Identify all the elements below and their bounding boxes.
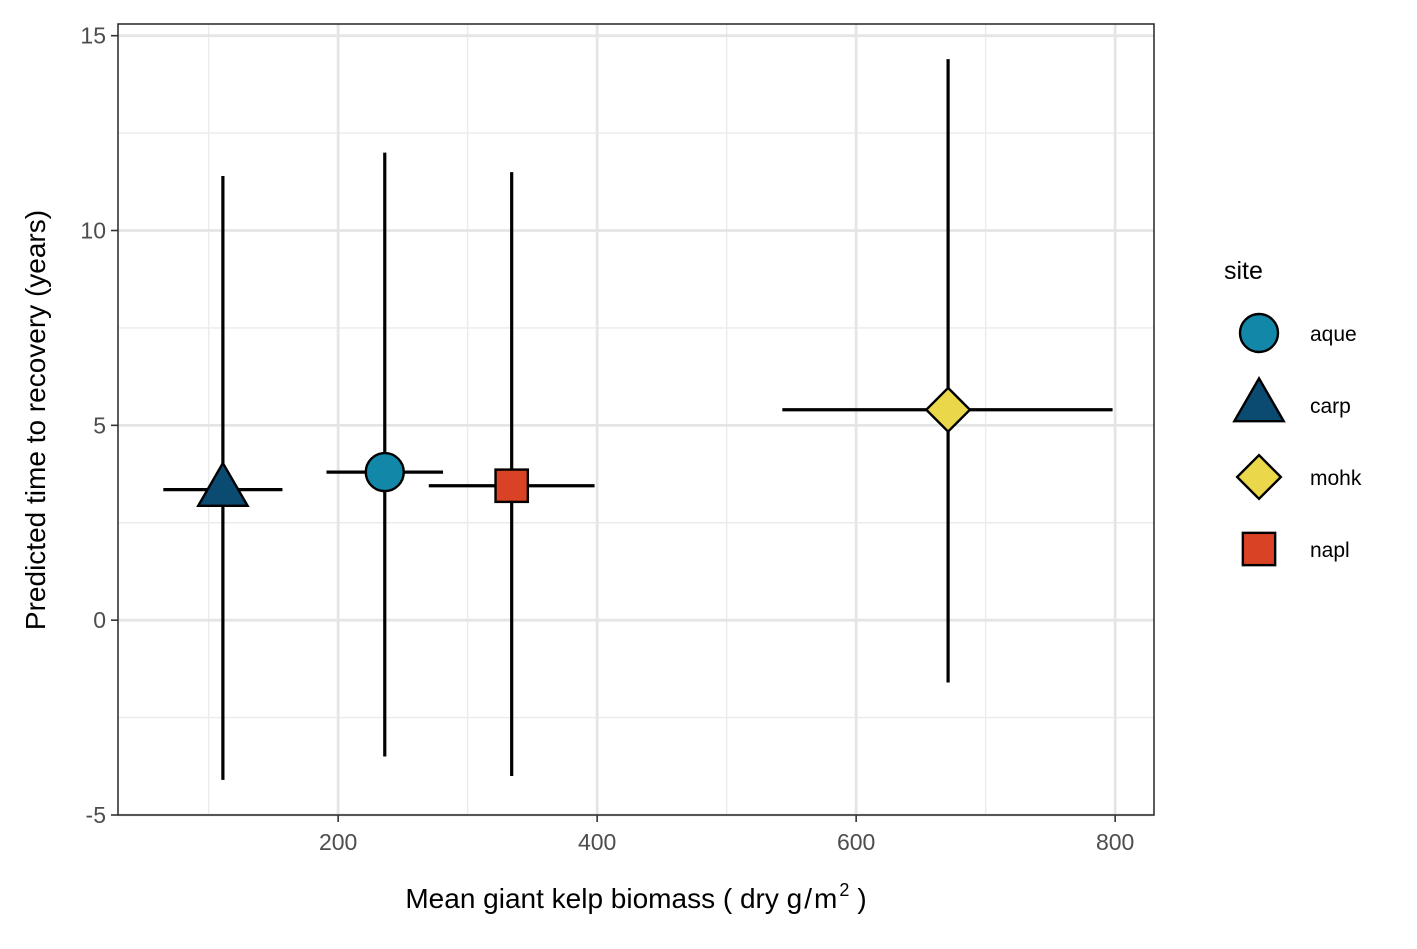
legend-label-mohk: mohk [1310,467,1362,490]
legend-title: site [1224,257,1263,285]
legend-key-carp [1232,376,1286,423]
point-aque [364,451,405,493]
x-axis-title-superscript: 2 [839,880,849,900]
x-tick-label: 400 [578,829,616,855]
legend-label-napl: napl [1310,539,1350,562]
y-axis-title: Predicted time to recovery (years) [20,210,51,630]
x-axis-title-unit: m [814,883,837,914]
y-tick-label: 0 [93,607,106,633]
legend-key-mohk [1235,453,1283,501]
legend-label-aque: aque [1310,323,1357,346]
x-axis: 200 400 600 800 [319,815,1134,855]
y-tick-label: 15 [80,23,106,49]
data-markers [196,386,972,507]
y-axis: -5 0 5 10 15 [80,23,118,828]
point-carp [196,460,250,507]
x-tick-label: 200 [319,829,357,855]
legend: site aque carp mohk napl [1224,257,1362,567]
error-bars [163,59,1113,780]
y-tick-label: -5 [86,802,106,828]
x-tick-label: 600 [837,829,875,855]
x-axis-title-prefix: Mean giant kelp biomass ( dry g [405,883,802,914]
x-tick-label: 800 [1096,829,1134,855]
legend-key-napl [1241,531,1277,567]
x-axis-title: Mean giant kelp biomass ( dry g/m 2) [405,880,866,914]
minor-gridlines [118,24,1154,815]
x-axis-title-suffix: ) [857,883,866,914]
point-mohk [924,386,972,434]
x-axis-title-slash: / [804,883,812,914]
y-tick-label: 10 [80,218,106,244]
legend-key-aque [1238,312,1280,354]
panel-border [117,23,1155,816]
legend-label-carp: carp [1310,395,1351,418]
point-napl [494,468,530,504]
major-gridlines [118,24,1154,817]
y-tick-label: 5 [93,412,106,438]
